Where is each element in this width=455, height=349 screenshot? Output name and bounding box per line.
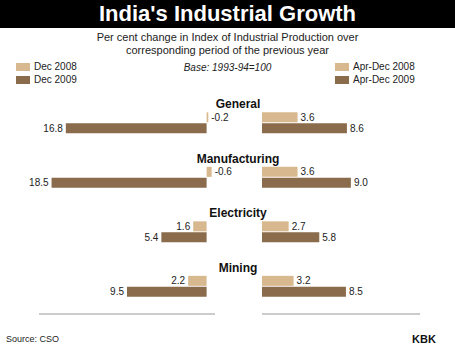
html-text:Mining: Mining [218,260,258,275]
svg-text:2.2: 2.2 [171,275,185,286]
svg-text:8.6: 8.6 [350,123,364,134]
svg-text:1.6: 1.6 [176,221,190,232]
html-text:Manufacturing: Manufacturing [196,151,280,166]
html-text:India's Industrial Growth: India's Industrial Growth [99,1,356,26]
svg-text:-0.6: -0.6 [215,166,233,177]
html-text:Electricity: Electricity [209,206,267,220]
svg-text:2.7: 2.7 [292,221,306,232]
svg-text:8.5: 8.5 [349,286,363,297]
html-text:Dec 2009: Dec 2009 [34,74,77,85]
svg-text:3.6: 3.6 [301,166,315,177]
svg-text:-0.2: -0.2 [211,112,229,123]
svg-text:16.8: 16.8 [43,123,63,134]
svg-text:9.0: 9.0 [354,177,368,188]
html-text:Base: 1993-94=100: Base: 1993-94=100 [183,62,272,73]
html-text:Per cent change in Index of In: Per cent change in Index of Industrial P… [96,31,359,56]
html-text:KBK: KBK [412,333,436,345]
svg-text:5.4: 5.4 [144,232,158,243]
svg-text:3.6: 3.6 [301,112,315,123]
html-text:General: General [215,97,261,111]
svg-text:18.5: 18.5 [29,177,49,188]
svg-text:3.2: 3.2 [297,275,311,286]
html-text:Dec 2008: Dec 2008 [34,61,77,72]
svg-text:9.5: 9.5 [110,286,124,297]
html-text:Apr-Dec 2008: Apr-Dec 2008 [353,61,415,72]
html-text:Apr-Dec 2009: Apr-Dec 2009 [353,74,415,85]
html-text:Source: CSO: Source: CSO [6,334,59,344]
svg-text:5.8: 5.8 [322,232,336,243]
